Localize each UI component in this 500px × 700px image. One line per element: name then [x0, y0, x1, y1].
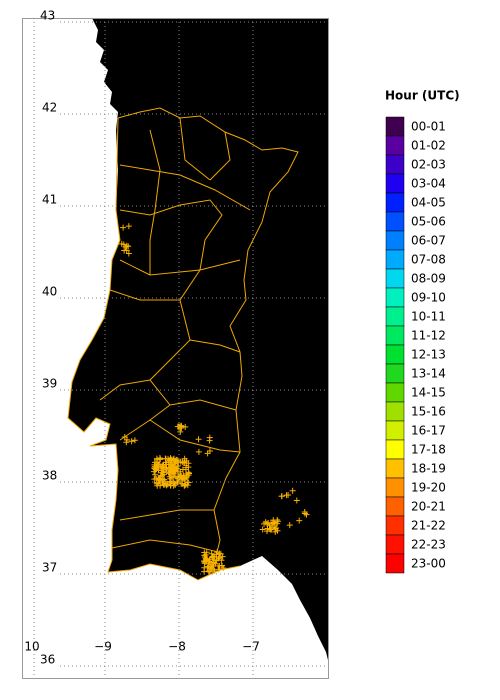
legend-swatch	[385, 458, 405, 479]
map	[67, 18, 328, 660]
legend-swatch	[385, 477, 405, 498]
legend-label: 06-07	[411, 234, 446, 248]
legend-label: 07-08	[411, 253, 446, 267]
legend-swatch	[385, 230, 405, 251]
legend-swatch	[385, 382, 405, 403]
legend-swatch	[385, 439, 405, 460]
legend-swatch	[385, 249, 405, 270]
legend-label: 19-20	[411, 481, 446, 495]
lat-label: 42	[42, 101, 57, 115]
legend-swatch	[385, 116, 405, 137]
legend-label: 18-19	[411, 462, 446, 476]
lon-label: −9	[94, 640, 112, 654]
legend-label: 09-10	[411, 291, 446, 305]
legend-swatch	[385, 173, 405, 194]
map-frame	[22, 18, 329, 679]
legend-label: 08-09	[411, 272, 446, 286]
legend-swatch	[385, 515, 405, 536]
legend-label: 15-16	[411, 405, 446, 419]
legend-label: 03-04	[411, 177, 446, 191]
legend-swatch	[385, 154, 405, 175]
lon-label: −7	[242, 640, 260, 654]
legend-label: 14-15	[411, 386, 446, 400]
legend-title: Hour (UTC)	[385, 89, 460, 103]
legend-label: 22-23	[411, 538, 446, 552]
legend-swatch	[385, 135, 405, 156]
legend-swatch	[385, 534, 405, 555]
legend-label: 12-13	[411, 348, 446, 362]
legend-swatch	[385, 420, 405, 441]
lon-label: −8	[168, 640, 186, 654]
lat-label: 40	[42, 285, 57, 299]
lat-label: 36	[40, 653, 55, 667]
legend-label: 00-01	[411, 120, 446, 134]
legend-label: 17-18	[411, 443, 446, 457]
legend-label: 01-02	[411, 139, 446, 153]
legend-swatch	[385, 401, 405, 422]
lon-label: 10	[24, 640, 39, 654]
legend-swatch	[385, 553, 405, 574]
legend-label: 11-12	[411, 329, 446, 343]
lightning-strikes	[118, 223, 310, 575]
legend-swatch	[385, 192, 405, 213]
legend-swatch	[385, 496, 405, 517]
legend-swatch	[385, 363, 405, 384]
legend-swatch	[385, 287, 405, 308]
legend-swatch	[385, 306, 405, 327]
legend-label: 23-00	[411, 557, 446, 571]
legend-label: 04-05	[411, 196, 446, 210]
lat-label: 37	[42, 561, 57, 575]
legend-swatch	[385, 211, 405, 232]
legend-label: 10-11	[411, 310, 446, 324]
legend-swatch	[385, 325, 405, 346]
lat-label: 39	[42, 377, 57, 391]
legend-label: 16-17	[411, 424, 446, 438]
legend-label: 21-22	[411, 519, 446, 533]
lat-label: 43	[40, 9, 55, 23]
legend-label: 20-21	[411, 500, 446, 514]
legend-label: 02-03	[411, 158, 446, 172]
land	[68, 18, 328, 660]
lat-label: 38	[42, 469, 57, 483]
lat-label: 41	[42, 193, 57, 207]
legend-label: 13-14	[411, 367, 446, 381]
legend: Hour (UTC) 00-01 01-02 02-03 03-04 04-05 05-0…	[385, 89, 460, 574]
legend-label: 05-06	[411, 215, 446, 229]
legend-swatch	[385, 268, 405, 289]
district-borders	[67, 107, 299, 581]
legend-swatch	[385, 344, 405, 365]
